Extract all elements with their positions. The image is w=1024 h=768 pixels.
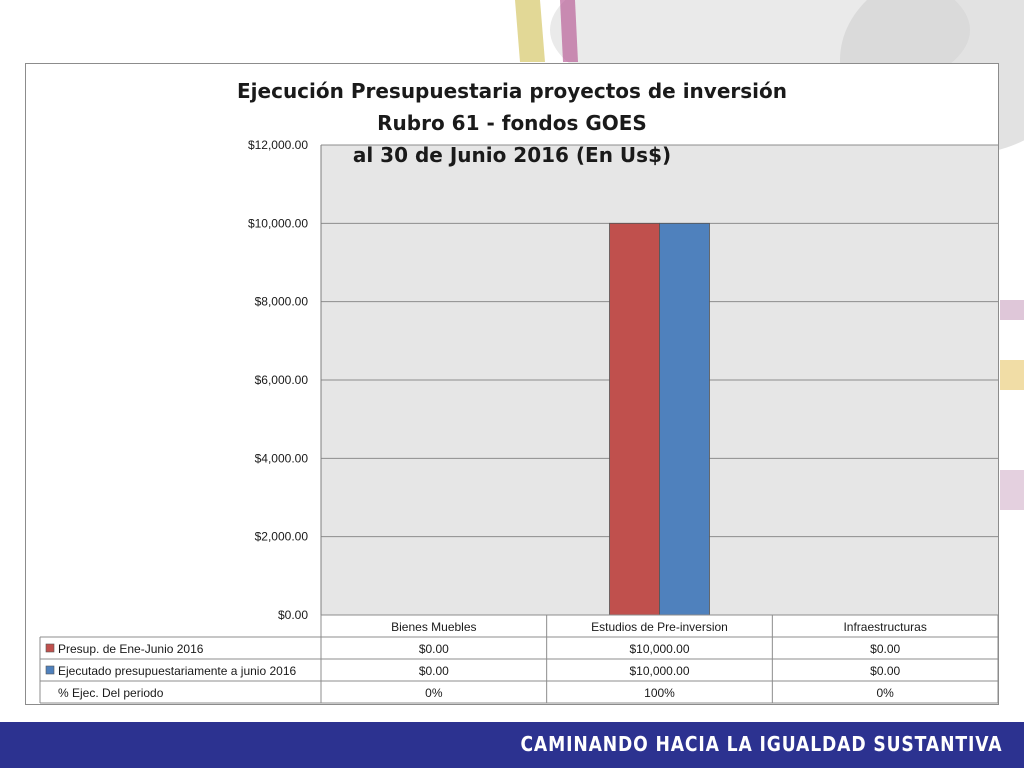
legend-swatch [45,665,55,675]
y-tick-label: $2,000.00 [255,530,309,544]
table-cell: 100% [644,686,675,700]
table-cell: $10,000.00 [629,664,689,678]
table-row-label: % Ejec. Del periodo [58,686,164,700]
table-cell: $0.00 [419,664,449,678]
y-tick-label: $4,000.00 [255,451,309,465]
x-tick-label: Bienes Muebles [391,620,476,634]
x-tick-label: Estudios de Pre-inversion [591,620,728,634]
y-tick-label: $8,000.00 [255,295,309,309]
footer-bar: CAMINANDO HACIA LA IGUALDAD SUSTANTIVA [0,722,1024,768]
bar [659,222,710,616]
table-cell: $0.00 [870,664,900,678]
x-tick-label: Infraestructuras [843,620,926,634]
y-tick-label: $10,000.00 [248,216,308,230]
footer-slogan: CAMINANDO HACIA LA IGUALDAD SUSTANTIVA [520,732,1002,756]
y-tick-label: $0.00 [278,608,308,622]
table-row-label: Presup. de Ene-Junio 2016 [58,642,204,656]
table-cell: $10,000.00 [629,642,689,656]
table-cell: $0.00 [870,642,900,656]
bar [609,222,660,616]
table-cell: $0.00 [419,642,449,656]
table-row-label: Ejecutado presupuestariamente a junio 20… [58,664,296,678]
table-cell: 0% [425,686,443,700]
table-cell: 0% [876,686,894,700]
y-tick-label: $12,000.00 [248,138,308,152]
legend-swatch [45,643,55,653]
y-tick-label: $6,000.00 [255,373,309,387]
